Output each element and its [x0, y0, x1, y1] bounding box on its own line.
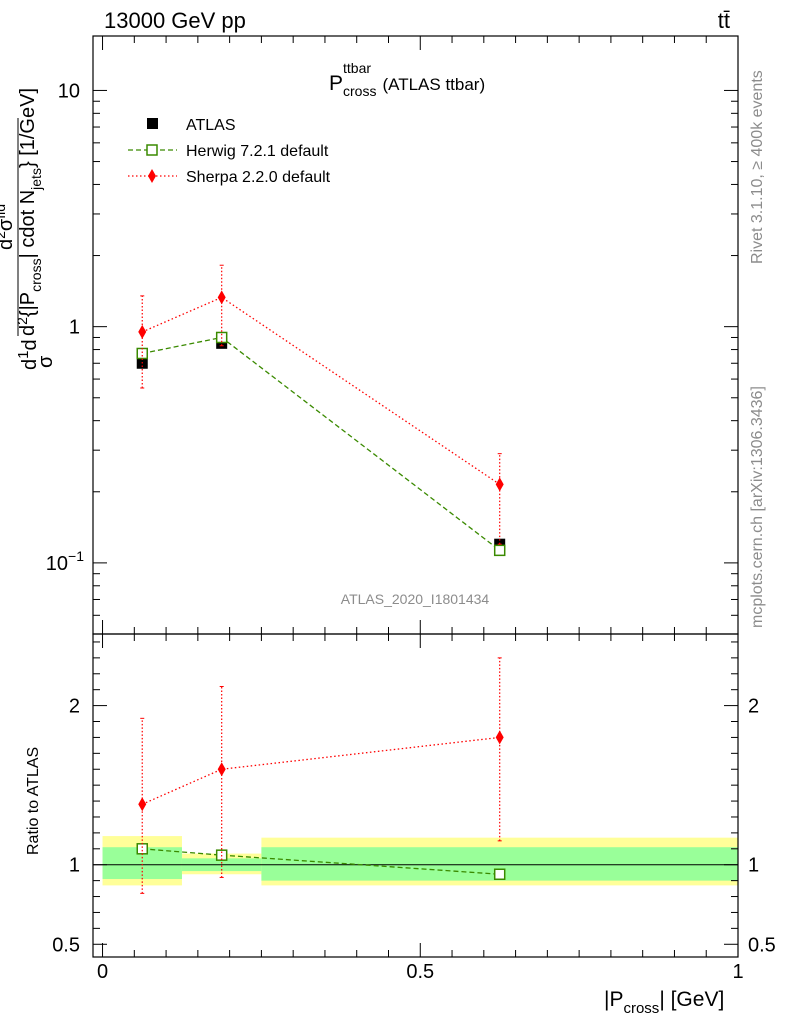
ratio-point-sherpa-1: [217, 762, 226, 777]
ratio-y-tick-label-left-2: 2: [69, 696, 80, 718]
ratio-point-sherpa-0: [138, 797, 147, 812]
ylabel-num-sigma: σ: [0, 218, 17, 231]
title-superscript: ttbar: [343, 60, 371, 76]
title-variable: P: [329, 72, 343, 95]
ratio-point-herwig-0: [136, 843, 148, 855]
svg-text:d1d: d1d: [15, 339, 41, 370]
header-process: 13000 GeV pp: [104, 8, 246, 33]
main-y-tick-label-2: 10: [58, 80, 80, 102]
main-point-herwig-0: [136, 347, 148, 360]
ratio-uncertainty-bands: [102, 836, 738, 886]
x-tick-label-1: 0.5: [406, 961, 434, 983]
main-y-tick-label-0: 10−1: [46, 548, 84, 575]
legend-label-herwig: Herwig 7.2.1 default: [186, 143, 329, 160]
ratio-plot-frame: [92, 633, 739, 958]
plot-title: Pcross (ATLAS ttbar): [329, 72, 485, 99]
ylabel-one: 1: [15, 351, 32, 359]
rivet-version-text: Rivet 3.1.10, ≥ 400k events: [749, 70, 766, 264]
ylabel-num-d: d: [0, 239, 17, 250]
legend-marker-atlas: [147, 118, 158, 129]
legend: ATLAS Herwig 7.2.1 default Sherpa 2.2.0 …: [128, 117, 331, 186]
legend-label-atlas: ATLAS: [186, 117, 236, 134]
ylabel-d1: d: [19, 359, 41, 370]
ylabel-two: 2: [14, 317, 30, 325]
main-series-group: [136, 264, 506, 557]
xlabel-post: | [GeV]: [659, 988, 724, 1011]
ratio-point-sherpa-2: [495, 730, 504, 745]
main-y-tick-label-1: 1: [69, 317, 80, 339]
main-y-axis-label: d1d σ d2{|Pcross| cdot Njets} [1/GeV] d2…: [0, 88, 57, 370]
ratio-y-tick-label-right-0: 0.5: [748, 934, 776, 956]
ratio-line-sherpa: [141, 736, 500, 805]
legend-marker-sherpa: [148, 169, 156, 183]
main-line-herwig: [142, 336, 501, 551]
ratio-line-herwig: [142, 848, 500, 875]
ylabel-num-fid: fid: [0, 204, 8, 219]
svg-text:σ: σ: [35, 355, 57, 368]
main-axis-ticks: 10−1 1 10: [46, 36, 739, 635]
main-point-sherpa-1: [217, 290, 226, 305]
ylabel-d2: d: [19, 339, 41, 350]
main-point-sherpa-0: [138, 324, 147, 339]
xlabel-pre: |P: [604, 988, 623, 1011]
ratio-series-group: [136, 657, 506, 894]
main-panel: 10−1 1 10 Pcross (ATLAS ttbar) ttbar ATLAS_…: [0, 35, 739, 635]
x-tick-label-0: 0: [97, 961, 108, 983]
legend-marker-herwig: [146, 144, 158, 156]
ratio-y-tick-label-right-1: 1: [748, 855, 759, 877]
ylabel-cross-sub: cross: [28, 258, 44, 291]
main-line-sherpa: [141, 296, 501, 485]
x-tick-label-2: 1: [732, 961, 743, 983]
ratio-y-tick-label-left-1: 1: [69, 855, 80, 877]
header-final-state: tt̄: [718, 8, 730, 33]
x-axis-label: |Pcross| [GeV]: [604, 988, 724, 1017]
svg-text:d2σfid: d2σfid: [0, 204, 17, 250]
ylabel-pcross: {|P: [17, 292, 39, 317]
ylabel-jets-sub: jets: [28, 168, 44, 191]
ratio-y-tick-label-left-0: 0.5: [52, 934, 80, 956]
analysis-label: ATLAS_2020_I1801434: [341, 591, 490, 607]
title-subscript: cross: [343, 83, 376, 99]
ylabel-d3: d: [17, 325, 39, 336]
ratio-point-herwig-2: [493, 868, 506, 881]
ylabel-unit: } [1/GeV]: [17, 88, 39, 168]
svg-text:d2{|Pcross| cdot Njets} [1/GeV: d2{|Pcross| cdot Njets} [1/GeV]: [14, 88, 44, 336]
title-suffix: (ATLAS ttbar): [382, 75, 485, 94]
main-point-atlas-1: [216, 337, 228, 349]
legend-label-sherpa: Sherpa 2.2.0 default: [186, 169, 331, 186]
ratio-panel: 0.5 0.51 12 20 0.5 1 Ratio to ATLAS |Pcross| …: [25, 633, 776, 1017]
main-point-sherpa-2: [495, 477, 504, 492]
ylabel-cdot-n: | cdot N: [17, 190, 39, 259]
mcplots-reference-text: mcplots.cern.ch [arXiv:1306.3436]: [749, 386, 766, 628]
ratio-y-axis-label: Ratio to ATLAS: [25, 747, 42, 855]
ratio-axis-ticks: 0.5 0.51 12 20 0.5 1: [52, 634, 776, 983]
ratio-y-tick-label-right-2: 2: [748, 696, 759, 718]
ylabel-num-two: 2: [0, 231, 8, 239]
ylabel-sigma: σ: [35, 355, 57, 368]
main-point-herwig-2: [493, 544, 506, 557]
xlabel-sub: cross: [623, 1000, 659, 1017]
